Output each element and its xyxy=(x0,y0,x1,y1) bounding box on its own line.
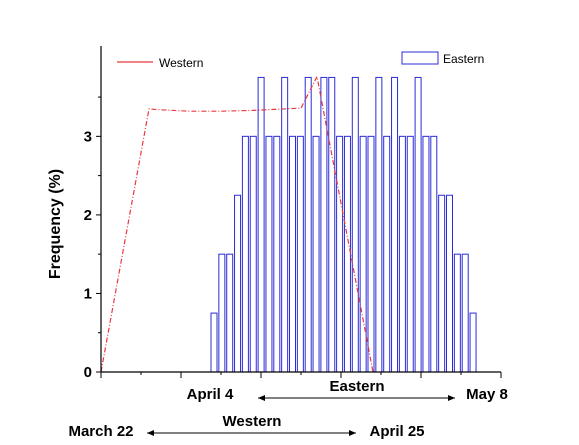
eastern-bar xyxy=(241,135,249,373)
eastern-bar xyxy=(312,135,320,373)
eastern-bar xyxy=(430,135,438,373)
eastern-bar xyxy=(265,135,273,373)
western-start-label: March 22 xyxy=(68,423,133,440)
eastern-end-label: May 8 xyxy=(466,386,508,403)
western-period-arrow xyxy=(147,430,356,436)
eastern-bar xyxy=(406,135,414,373)
eastern-bar xyxy=(414,76,422,373)
eastern-bar xyxy=(367,135,375,373)
eastern-bar xyxy=(422,135,430,373)
y-tick-label: 2 xyxy=(84,207,92,224)
eastern-bar xyxy=(210,312,218,373)
eastern-bar xyxy=(226,253,234,373)
eastern-bar xyxy=(249,135,257,373)
western-line xyxy=(100,74,374,373)
eastern-bar xyxy=(469,312,477,373)
legend-eastern: Eastern xyxy=(401,51,484,66)
eastern-bar xyxy=(398,135,406,373)
eastern-bar xyxy=(304,76,312,373)
eastern-bar xyxy=(257,76,265,373)
eastern-bar xyxy=(351,76,359,373)
eastern-bar xyxy=(289,135,296,373)
legend-western-label: Western xyxy=(159,56,203,70)
eastern-bar xyxy=(383,135,391,373)
eastern-bar xyxy=(438,194,446,373)
eastern-bar xyxy=(446,194,453,373)
x-ticks xyxy=(100,372,502,378)
y-axis-title: Frequency (%) xyxy=(47,169,64,279)
eastern-bar xyxy=(453,253,461,373)
eastern-axis-labels: April 4 May 8 Eastern xyxy=(187,378,508,403)
y-tick-label: 1 xyxy=(84,285,92,302)
eastern-bar xyxy=(391,76,399,373)
eastern-bar xyxy=(336,135,344,373)
eastern-bar xyxy=(273,135,281,373)
eastern-bar xyxy=(375,76,383,373)
eastern-bar xyxy=(461,253,469,373)
legend-eastern-swatch xyxy=(401,51,439,65)
western-end-label: April 25 xyxy=(369,423,424,440)
eastern-bar xyxy=(218,253,226,373)
eastern-bar xyxy=(328,76,336,373)
western-period-label: Western xyxy=(223,413,282,430)
eastern-start-label: April 4 xyxy=(187,386,234,403)
eastern-bar xyxy=(359,135,367,373)
eastern-bars xyxy=(210,76,477,373)
y-tick-label: 0 xyxy=(84,364,92,381)
y-ticks: 0 1 2 3 xyxy=(84,96,101,381)
eastern-period-label: Eastern xyxy=(329,378,384,395)
eastern-bar xyxy=(343,135,351,373)
eastern-period-arrow xyxy=(258,395,455,401)
western-axis-labels: March 22 April 25 Western xyxy=(68,413,424,440)
legend-eastern-label: Eastern xyxy=(443,52,484,66)
eastern-bar xyxy=(281,76,289,373)
y-tick-label: 3 xyxy=(84,128,92,145)
eastern-bar xyxy=(234,194,242,373)
legend-western: Western xyxy=(117,56,203,70)
eastern-bar xyxy=(296,135,304,373)
